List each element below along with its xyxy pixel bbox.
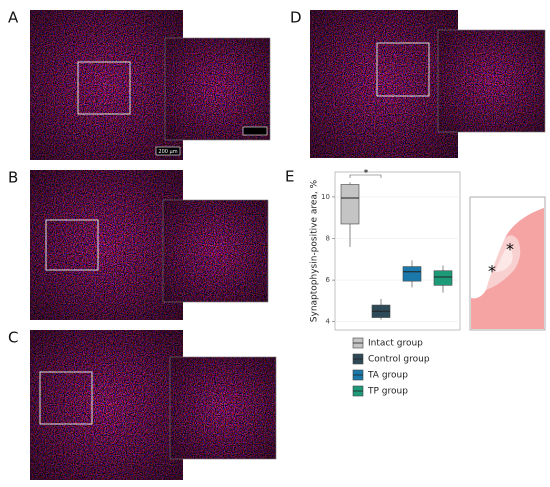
scale-bar-label: 100 μm (245, 129, 264, 135)
scale-bar-label: 200 μm (158, 149, 177, 155)
diagram-marker: * (488, 262, 496, 281)
inset-micrograph-shade (438, 30, 545, 132)
micrograph-shade (310, 10, 458, 158)
micrograph-shade (30, 170, 183, 320)
panel-label: E (285, 168, 294, 186)
box (433, 270, 453, 286)
zoom-box (45, 219, 99, 271)
significance-bracket (349, 174, 382, 178)
zoom-box (376, 42, 430, 97)
panel-label: C (8, 329, 18, 347)
legend-label: Intact group (368, 339, 423, 349)
panel-label: D (290, 9, 302, 27)
scale-bar (155, 146, 181, 156)
inset-frame (437, 29, 546, 133)
y-tick-label: 6 (326, 276, 331, 284)
y-tick-label: 4 (326, 318, 331, 326)
inset-micrograph-shade (163, 200, 268, 302)
y-tick-label: 8 (326, 235, 330, 243)
micrograph-shade (30, 10, 183, 160)
micrograph-shade (30, 330, 183, 480)
box (402, 266, 422, 282)
panel-label: A (8, 9, 19, 27)
legend-label: TA group (367, 371, 408, 381)
legend-label: Control group (368, 355, 430, 365)
y-axis-label: Synaptophysin-positive area, % (310, 179, 320, 322)
inset-frame (164, 37, 271, 141)
diagram-region-inner (495, 246, 513, 272)
inset-frame (169, 356, 277, 460)
inset-micrograph-shade (165, 38, 270, 140)
legend-label: TP group (367, 387, 408, 397)
inset-frame (162, 199, 269, 303)
zoom-box (77, 61, 131, 115)
zoom-box (39, 371, 93, 425)
panel-label: B (8, 169, 18, 187)
y-tick-label: 10 (321, 193, 330, 201)
scale-bar (242, 126, 268, 136)
inset-micrograph-shade (170, 357, 276, 459)
box (340, 184, 360, 225)
diagram-marker: * (506, 240, 514, 259)
significance-label: * (364, 169, 369, 179)
